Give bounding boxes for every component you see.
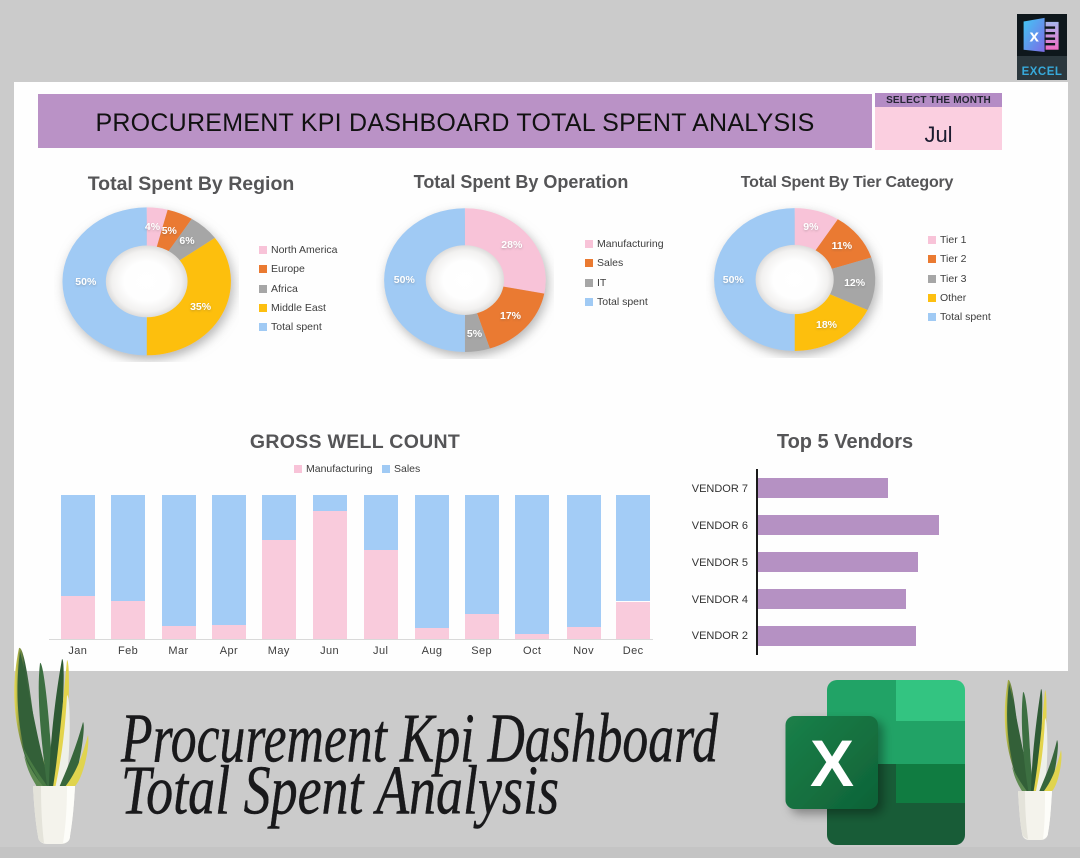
svg-text:X: X [810,726,854,800]
svg-text:x: x [1029,27,1039,46]
svg-text:EXCEL: EXCEL [1022,66,1063,78]
